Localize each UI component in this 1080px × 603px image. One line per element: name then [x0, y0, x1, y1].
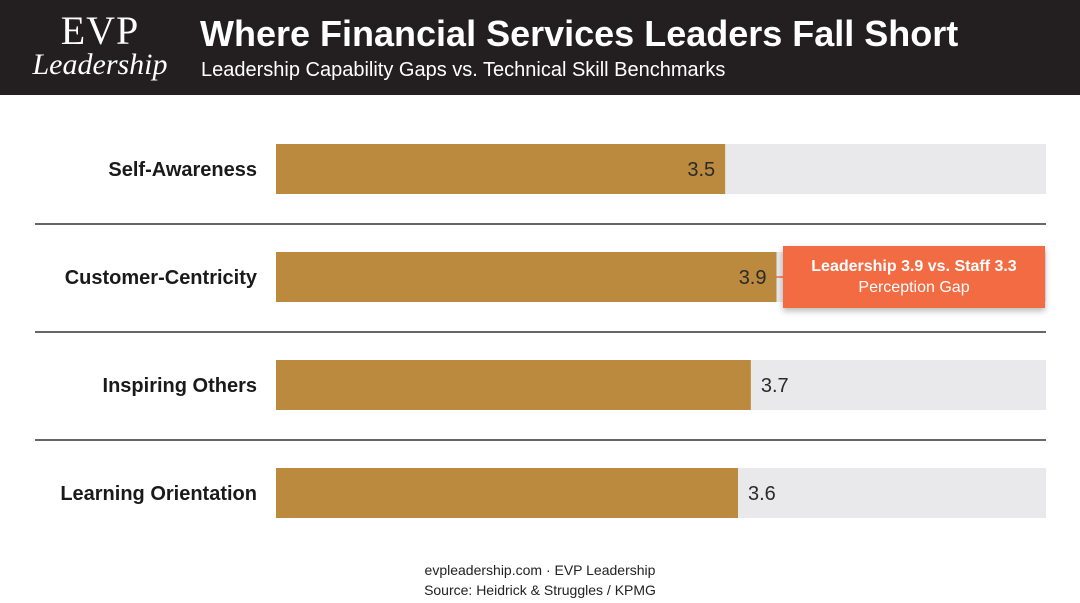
- header-banner: EVP Leadership Where Financial Services …: [0, 0, 1080, 95]
- bar: [276, 144, 726, 194]
- category-label: Inspiring Others: [103, 375, 257, 397]
- bar: [276, 360, 751, 410]
- category-label: Self-Awareness: [108, 159, 257, 181]
- evp-leadership-logo: EVP Leadership: [30, 10, 170, 80]
- logo-evp-text: EVP: [60, 8, 140, 53]
- callout-comparison-text: Leadership 3.9 vs. Staff 3.3: [811, 258, 1017, 275]
- callout-gap-text: Perception Gap: [858, 279, 970, 296]
- value-label: 3.6: [748, 483, 776, 505]
- perception-gap-callout: Leadership 3.9 vs. Staff 3.3 Perception …: [783, 246, 1045, 308]
- footer: evpleadership.com · EVP Leadership Sourc…: [0, 560, 1080, 600]
- footer-source: Source: Heidrick & Struggles / KPMG: [424, 582, 656, 598]
- value-label: 3.9: [739, 267, 767, 289]
- value-label: 3.5: [687, 159, 715, 181]
- bar-chart: Self-Awareness 3.5 Customer-Centricity 3.9 I…: [35, 144, 1046, 518]
- bar: [276, 252, 777, 302]
- footer-site: evpleadership.com · EVP Leadership: [424, 562, 656, 578]
- category-label: Learning Orientation: [60, 483, 257, 505]
- logo-leadership-text: Leadership: [32, 48, 168, 81]
- chart-subtitle: Leadership Capability Gaps vs. Technical…: [201, 59, 726, 81]
- bar: [276, 468, 738, 518]
- category-label: Customer-Centricity: [65, 267, 258, 289]
- value-label: 3.7: [761, 375, 789, 397]
- chart-title: Where Financial Services Leaders Fall Sh…: [200, 13, 959, 54]
